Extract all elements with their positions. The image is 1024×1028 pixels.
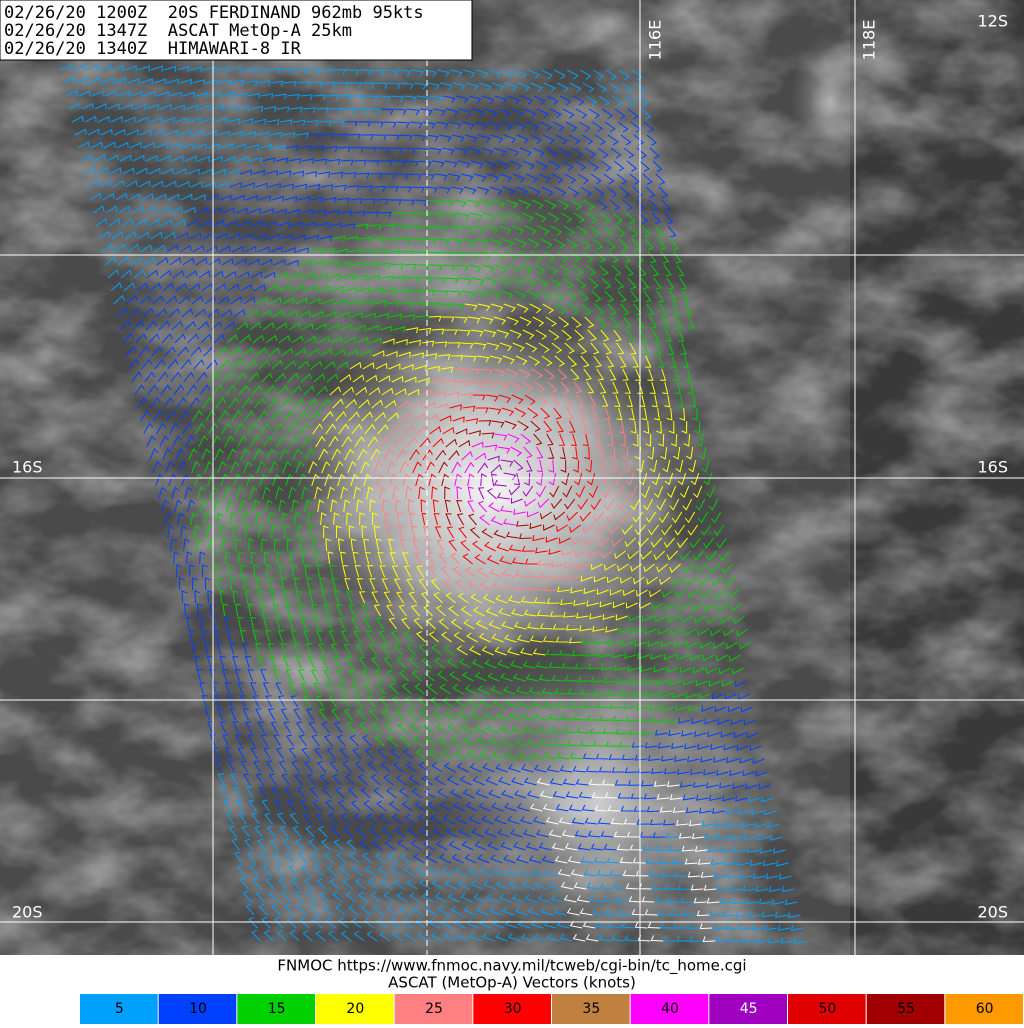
- legend-label: 45: [740, 1001, 758, 1017]
- legend-swatch: [945, 994, 1023, 1024]
- barb-group: [409, 394, 602, 565]
- legend-label: 5: [115, 1001, 124, 1017]
- legend-label: 10: [189, 1001, 207, 1017]
- footer-source: FNMOC https://www.fnmoc.navy.mil/tcweb/c…: [277, 957, 746, 976]
- barb-group: [188, 199, 751, 760]
- header-box: [0, 0, 473, 61]
- lat-label: 20S: [12, 903, 43, 922]
- lon-label: 116E: [646, 20, 665, 61]
- header-line: 02/26/20 1340Z HIMAWARI-8 IR: [4, 39, 302, 59]
- barb-group: [477, 455, 534, 504]
- barb-group: [373, 367, 638, 592]
- lat-label: 16S: [12, 458, 43, 477]
- legend-label: 55: [897, 1001, 915, 1017]
- barb-group: [529, 777, 720, 943]
- barb-group: [59, 64, 807, 944]
- barb-group: [451, 433, 557, 526]
- header-line: 02/26/20 1200Z 20S FERDINAND 962mb 95kts: [4, 3, 424, 23]
- header: 02/26/20 1200Z 20S FERDINAND 962mb 95kts…: [4, 3, 424, 59]
- legend-swatch: [473, 994, 551, 1024]
- legend-label: 20: [346, 1001, 364, 1017]
- legend-swatch: [158, 994, 237, 1024]
- header-line: 02/26/20 1347Z ASCAT MetOp-A 25km: [4, 21, 352, 41]
- legend-label: 15: [268, 1001, 286, 1017]
- legend-swatch: [316, 994, 394, 1024]
- legend-swatch: [237, 994, 315, 1024]
- legend-swatch: [552, 994, 630, 1024]
- wind-barbs: [59, 64, 807, 944]
- legend: 5 10 15 20 25 30 35 40 45 50 55 60: [80, 994, 1023, 1024]
- legend-swatch: [80, 994, 158, 1024]
- barb-group: [435, 420, 576, 540]
- legend-swatch: [709, 994, 787, 1024]
- cloud-band: [430, 650, 770, 950]
- cloud-band: [260, 170, 620, 350]
- legend-swatch: [630, 994, 709, 1024]
- barb-group: [308, 303, 703, 656]
- grid-labels: 116E 118E 12S 16S 20S 16S 20S: [12, 12, 1008, 922]
- lat-label: 16S: [977, 458, 1008, 477]
- legend-label: 35: [582, 1001, 600, 1017]
- legend-label: 25: [425, 1001, 443, 1017]
- legend-label: 40: [661, 1001, 679, 1017]
- legend-swatch: [866, 994, 945, 1024]
- legend-swatch: [788, 994, 866, 1024]
- lon-label: 118E: [860, 20, 879, 61]
- legend-label: 30: [504, 1001, 522, 1017]
- cloud-cell: [790, 30, 870, 170]
- legend-label: 50: [818, 1001, 836, 1017]
- lat-label: 20S: [977, 903, 1008, 922]
- lat-label: 12S: [977, 12, 1008, 31]
- legend-swatch: [394, 994, 473, 1024]
- footer-caption: ASCAT (MetOp-A) Vectors (knots): [388, 974, 636, 992]
- legend-label: 60: [976, 1001, 994, 1017]
- grid: [0, 0, 1024, 955]
